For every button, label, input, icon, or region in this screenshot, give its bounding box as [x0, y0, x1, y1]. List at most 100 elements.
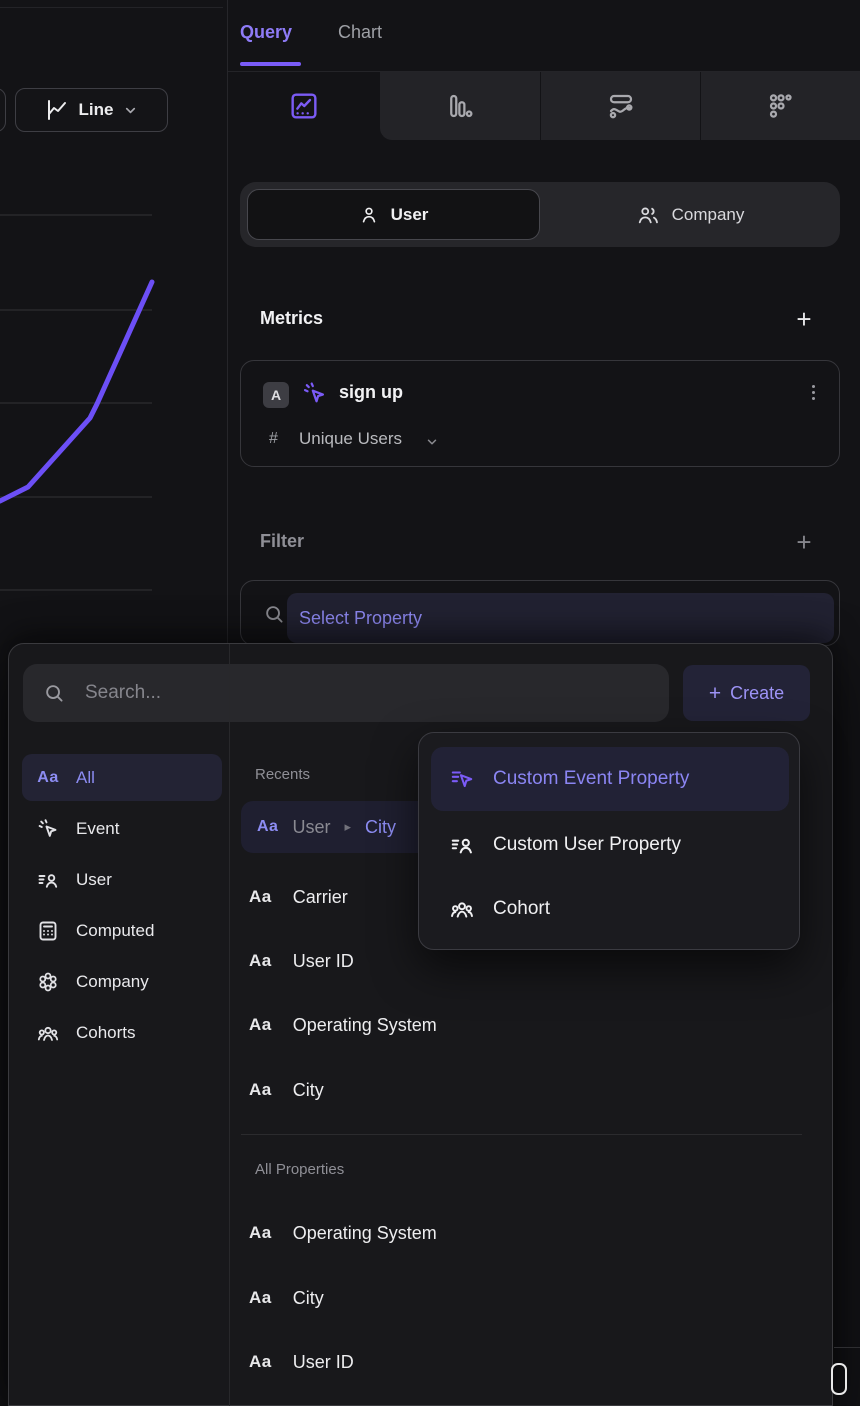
- category-company[interactable]: Company: [22, 958, 222, 1005]
- recent-item-user-city[interactable]: Aa User ▸ City: [241, 801, 431, 853]
- category-all[interactable]: Aa All: [22, 754, 222, 801]
- property-label: User ID: [292, 950, 354, 971]
- create-menu: Custom Event Property Custom User Proper…: [418, 732, 800, 950]
- aa-text-icon: Aa: [37, 768, 59, 786]
- computed-calculator-icon: [35, 919, 61, 943]
- chart-type-insights[interactable]: [228, 72, 380, 140]
- recent-item[interactable]: Aa Operating System: [249, 1002, 789, 1048]
- custom-event-property-icon: [448, 766, 476, 792]
- menu-item-label: Custom User Property: [493, 834, 681, 855]
- entity-toggle-company[interactable]: Company: [540, 182, 840, 247]
- menu-item-custom-event-property[interactable]: Custom Event Property: [431, 747, 789, 811]
- aa-text-icon: Aa: [249, 1223, 272, 1242]
- offscreen-button-fragment: [0, 88, 6, 132]
- category-event[interactable]: Event: [22, 805, 222, 852]
- recent-item[interactable]: Aa Carrier: [249, 874, 789, 920]
- picker-search-bar[interactable]: [23, 664, 669, 722]
- menu-item-cohort[interactable]: Cohort: [431, 885, 789, 933]
- property-item[interactable]: Aa Operating System: [249, 1210, 789, 1256]
- property-label: Operating System: [292, 1222, 437, 1243]
- property-item[interactable]: Aa User ID: [249, 1339, 789, 1385]
- entity-user-label: User: [390, 204, 429, 224]
- kebab-menu-icon[interactable]: [812, 385, 815, 400]
- recents-header: Recents: [255, 766, 311, 783]
- people-icon: [636, 204, 660, 226]
- scrollbar-thumb[interactable]: [831, 1363, 847, 1395]
- create-button[interactable]: + Create: [683, 665, 810, 721]
- property-label: Operating System: [292, 1014, 437, 1035]
- picker-column-divider: [229, 644, 230, 1406]
- filter-card: Select Property: [240, 580, 840, 646]
- entity-toggle: User Company: [240, 182, 840, 247]
- line-chart-icon: [45, 98, 69, 122]
- picker-search-input[interactable]: [83, 681, 649, 705]
- category-cohorts[interactable]: Cohorts: [22, 1009, 222, 1056]
- aa-text-icon: Aa: [257, 818, 279, 835]
- panel-divider: [227, 0, 228, 645]
- metric-card: A sign up # Unique Users: [240, 360, 840, 467]
- category-label: Company: [76, 971, 149, 991]
- chevron-down-icon[interactable]: [425, 435, 439, 449]
- aa-text-icon: Aa: [249, 1015, 272, 1034]
- aa-text-icon: Aa: [249, 1288, 272, 1307]
- aa-text-icon: Aa: [249, 951, 272, 970]
- bar-chart-icon: [445, 91, 475, 121]
- insights-line-icon: [288, 90, 320, 122]
- create-button-label: Create: [730, 682, 785, 703]
- category-label: All: [76, 767, 95, 787]
- header-divider: [228, 71, 860, 72]
- chart-type-label: Line: [78, 100, 114, 119]
- aa-text-icon: Aa: [249, 1080, 272, 1099]
- mini-line-chart: [0, 214, 155, 591]
- aa-text-icon: Aa: [249, 887, 272, 906]
- search-icon: [263, 603, 285, 625]
- menu-item-label: Cohort: [493, 898, 551, 919]
- plus-icon: +: [708, 681, 722, 705]
- recent-item[interactable]: Aa City: [249, 1067, 789, 1113]
- add-metric-button[interactable]: +: [796, 304, 812, 334]
- chart-line-series: [0, 279, 155, 504]
- chart-type-dropdown-button[interactable]: Line: [15, 88, 168, 132]
- tab-chart[interactable]: Chart: [338, 22, 383, 42]
- person-icon: [359, 205, 379, 225]
- category-label: Event: [76, 818, 120, 838]
- aggregation-hash: #: [269, 430, 278, 447]
- breadcrumb-parent: User: [292, 816, 331, 837]
- category-user[interactable]: User: [22, 856, 222, 903]
- entity-company-label: Company: [671, 204, 745, 224]
- metric-letter-badge: A: [263, 382, 289, 408]
- recent-item[interactable]: Aa User ID: [249, 938, 789, 984]
- list-divider: [241, 1134, 802, 1135]
- chart-gridlines: [0, 214, 152, 591]
- chart-type-bar[interactable]: [380, 72, 540, 140]
- all-properties-header: All Properties: [255, 1161, 345, 1178]
- cohort-people-icon: [448, 896, 476, 922]
- property-item[interactable]: Aa City: [249, 1275, 789, 1321]
- event-spark-icon: [301, 380, 328, 407]
- chart-type-retention[interactable]: [701, 72, 860, 140]
- metric-event-name[interactable]: sign up: [339, 382, 403, 402]
- top-hairline: [0, 7, 223, 8]
- entity-toggle-user[interactable]: User: [247, 189, 540, 240]
- chevron-down-icon: [123, 103, 138, 118]
- metrics-title: Metrics: [260, 308, 324, 328]
- active-tab-underline: [240, 62, 301, 66]
- category-computed[interactable]: Computed: [22, 907, 222, 954]
- retention-dots-icon: [766, 91, 796, 121]
- tab-query[interactable]: Query: [240, 22, 293, 42]
- category-label: User: [76, 869, 112, 889]
- user-property-icon: [35, 868, 61, 892]
- search-icon: [43, 682, 65, 704]
- property-label: Carrier: [292, 886, 348, 907]
- menu-item-custom-user-property[interactable]: Custom User Property: [431, 821, 789, 869]
- category-label: Computed: [76, 920, 155, 940]
- event-spark-icon: [35, 817, 61, 841]
- company-cluster-icon: [35, 970, 61, 994]
- filter-title: Filter: [260, 531, 305, 551]
- select-property-input[interactable]: Select Property: [287, 593, 834, 643]
- underlying-divider-fragment: [834, 1347, 860, 1348]
- add-filter-button[interactable]: +: [796, 527, 812, 557]
- aggregation-selector[interactable]: Unique Users: [299, 429, 402, 448]
- chart-type-flows[interactable]: [541, 72, 700, 140]
